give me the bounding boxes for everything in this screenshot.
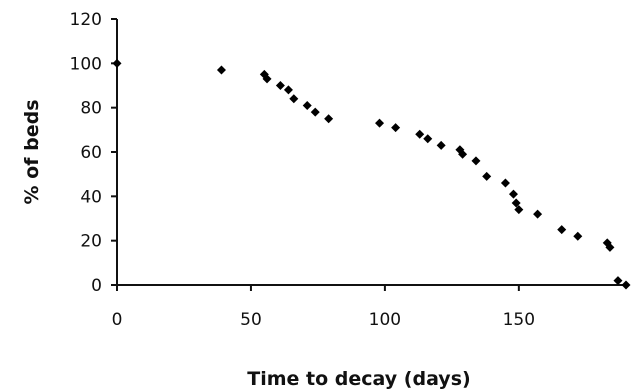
data-point — [458, 149, 468, 159]
data-point — [375, 118, 385, 128]
data-point — [557, 225, 567, 235]
y-tick-label: 100 — [70, 54, 102, 74]
data-point — [500, 178, 510, 188]
data-point — [482, 171, 492, 181]
data-point — [471, 156, 481, 166]
data-point — [310, 107, 320, 117]
y-axis-title: % of beds — [21, 100, 43, 205]
data-point — [423, 134, 433, 144]
x-axis-ticks: 0 50 100 150 — [112, 285, 535, 330]
data-point — [605, 242, 615, 252]
data-point — [508, 189, 518, 199]
data-point — [621, 280, 631, 290]
x-axis-title: Time to decay (days) — [247, 368, 470, 390]
data-point — [216, 65, 226, 75]
data-point — [613, 276, 623, 286]
y-tick-label: 80 — [80, 99, 102, 119]
data-point — [436, 140, 446, 150]
y-tick-label: 20 — [80, 232, 102, 252]
data-point — [289, 94, 299, 104]
x-tick-label: 100 — [369, 310, 401, 330]
y-axis-ticks: 0 20 40 60 80 100 120 — [70, 10, 117, 296]
data-point — [511, 198, 521, 208]
data-points — [112, 58, 631, 290]
y-tick-label: 120 — [70, 10, 102, 30]
data-point — [283, 85, 293, 95]
y-tick-label: 60 — [80, 143, 102, 163]
data-point — [573, 231, 583, 241]
data-point — [533, 209, 543, 219]
data-point — [275, 81, 285, 90]
x-tick-label: 50 — [240, 310, 262, 330]
data-point — [391, 123, 401, 133]
data-point — [302, 100, 312, 110]
data-point — [514, 205, 524, 215]
plot-area: 0 20 40 60 80 100 120 0 50 100 150 — [70, 10, 631, 330]
x-tick-label: 150 — [503, 310, 535, 330]
data-point — [324, 114, 334, 124]
data-point — [262, 74, 272, 84]
y-tick-label: 40 — [80, 187, 102, 207]
y-tick-label: 0 — [91, 276, 102, 296]
x-tick-label: 0 — [112, 310, 123, 330]
data-point — [415, 129, 425, 139]
data-point — [112, 58, 122, 68]
